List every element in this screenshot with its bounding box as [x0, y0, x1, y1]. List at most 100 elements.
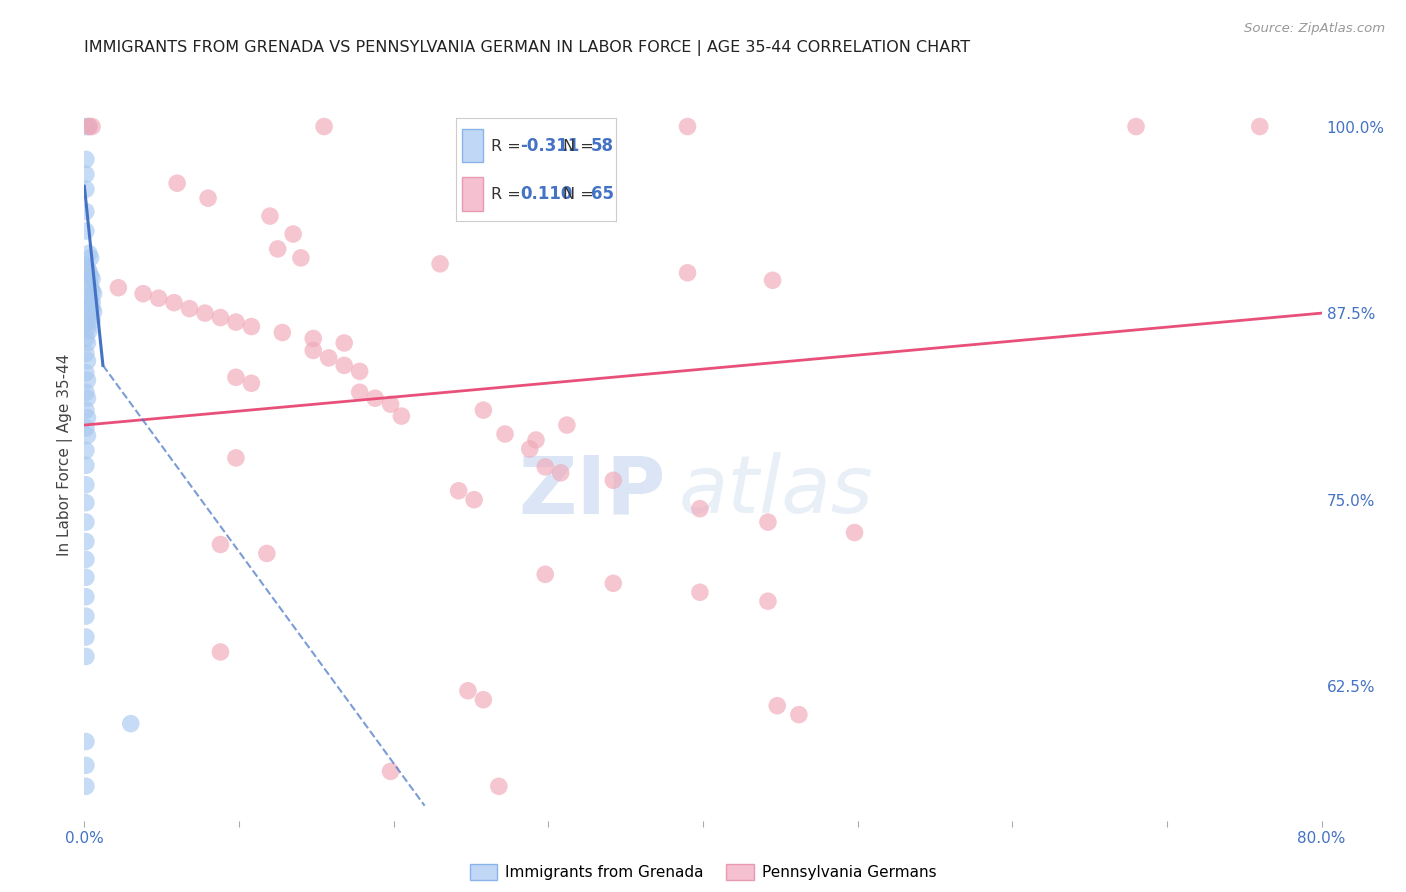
Point	[77, 277, 100, 291]
Point	[76, 261, 98, 276]
Point	[519, 442, 541, 456]
Point	[302, 343, 325, 358]
Point	[1249, 120, 1271, 134]
Point	[75, 552, 97, 566]
Point	[76, 410, 98, 425]
Point	[148, 291, 170, 305]
Text: 0.110: 0.110	[520, 186, 572, 203]
Point	[82, 295, 104, 310]
Point	[76, 373, 98, 387]
Text: ZIP: ZIP	[519, 452, 666, 531]
Point	[75, 570, 97, 584]
Point	[83, 304, 105, 318]
Point	[472, 692, 495, 706]
Point	[225, 370, 247, 384]
Point	[75, 224, 97, 238]
Point	[756, 594, 779, 608]
Point	[82, 272, 104, 286]
Point	[676, 266, 699, 280]
Point	[271, 326, 294, 340]
Point	[380, 397, 402, 411]
Text: Source: ZipAtlas.com: Source: ZipAtlas.com	[1244, 22, 1385, 36]
Point	[209, 537, 232, 551]
Point	[77, 324, 100, 338]
Point	[76, 391, 98, 405]
Point	[314, 120, 336, 134]
Point	[756, 515, 779, 529]
Text: IMMIGRANTS FROM GRENADA VS PENNSYLVANIA GERMAN IN LABOR FORCE | AGE 35-44 CORREL: IMMIGRANTS FROM GRENADA VS PENNSYLVANIA …	[84, 40, 970, 56]
Point	[602, 473, 624, 487]
Text: R =: R =	[491, 138, 520, 153]
Text: N =: N =	[564, 186, 595, 202]
Point	[82, 301, 104, 316]
Point	[79, 294, 101, 309]
Point	[75, 496, 97, 510]
Point	[689, 585, 711, 599]
Point	[787, 707, 810, 722]
Point	[79, 251, 101, 265]
Text: 65: 65	[591, 186, 613, 203]
Point	[76, 335, 98, 350]
Point	[283, 227, 305, 241]
Point	[75, 649, 97, 664]
Point	[79, 299, 101, 313]
Point	[75, 758, 97, 772]
Point	[429, 257, 451, 271]
Bar	[463, 177, 482, 211]
Point	[75, 443, 97, 458]
Text: -0.311: -0.311	[520, 137, 579, 155]
Point	[75, 403, 97, 417]
Point	[267, 242, 290, 256]
Point	[762, 273, 785, 287]
Point	[75, 534, 97, 549]
Point	[75, 120, 97, 134]
Point	[82, 120, 104, 134]
Point	[79, 310, 101, 325]
Point	[534, 567, 557, 582]
Point	[75, 609, 97, 624]
Point	[75, 317, 97, 331]
Point	[166, 176, 188, 190]
Point	[602, 576, 624, 591]
Point	[472, 403, 495, 417]
Point	[766, 698, 789, 713]
Point	[75, 515, 97, 529]
Point	[83, 286, 105, 301]
Point	[75, 385, 97, 400]
Point	[75, 734, 97, 748]
Point	[197, 191, 219, 205]
Point	[256, 546, 278, 560]
Point	[75, 153, 97, 167]
Point	[77, 120, 100, 134]
Point	[79, 279, 101, 293]
Point	[76, 321, 98, 335]
Point	[75, 346, 97, 360]
Point	[75, 477, 97, 491]
Point	[75, 258, 97, 272]
Point	[76, 354, 98, 368]
Point	[82, 284, 104, 298]
Point	[333, 359, 356, 373]
Point	[194, 306, 217, 320]
Point	[77, 291, 100, 305]
Point	[107, 281, 129, 295]
Point	[77, 308, 100, 322]
Point	[75, 366, 97, 380]
Point	[225, 315, 247, 329]
Point	[163, 295, 186, 310]
Point	[844, 525, 866, 540]
Point	[447, 483, 470, 498]
Point	[75, 458, 97, 473]
Point	[259, 209, 281, 223]
Text: R =: R =	[491, 186, 520, 202]
Point	[318, 351, 340, 365]
Point	[534, 459, 557, 474]
Point	[82, 313, 104, 327]
Point	[75, 780, 97, 794]
Point	[380, 764, 402, 779]
Point	[75, 421, 97, 435]
Point	[488, 780, 510, 794]
Point	[524, 433, 547, 447]
Point	[179, 301, 201, 316]
Point	[302, 331, 325, 345]
